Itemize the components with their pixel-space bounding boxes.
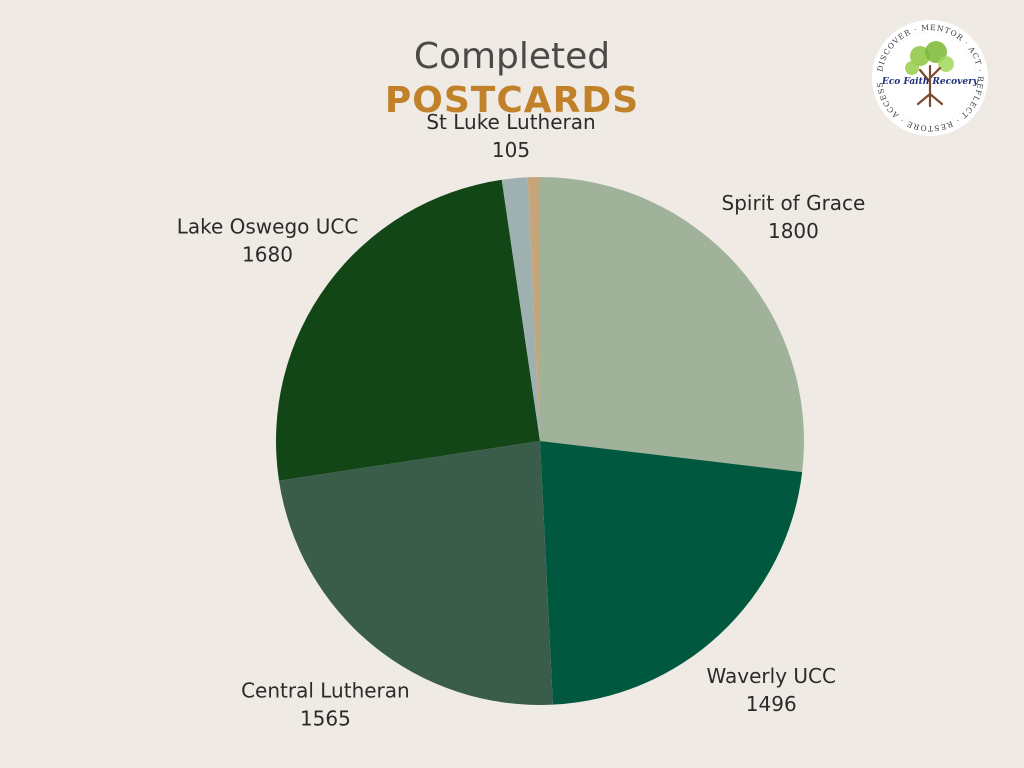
pie-slice-lake-oswego-ucc (276, 179, 540, 481)
data-label-name-lake-oswego-ucc: Lake Oswego UCC (177, 214, 359, 238)
data-label-value-spirit-of-grace: 1800 (768, 219, 819, 243)
chart-title-line2: POSTCARDS (385, 80, 639, 121)
pie-slice-unlabeled-4 (501, 177, 540, 441)
data-label-value-lake-oswego-ucc: 1680 (242, 242, 293, 266)
pie-slice-spirit-of-grace (540, 177, 804, 473)
data-label-value-st-luke-lutheran: 105 (492, 138, 530, 162)
logo-name: Eco Faith Recovery (881, 77, 979, 87)
pie-chart (276, 177, 804, 705)
pie-data-labels: Spirit of Grace 1800 Waverly UCC 1496 Centra… (177, 110, 866, 730)
eco-faith-recovery-logo: DISCOVER · MENTOR · ACT · REFLECT · REST… (872, 20, 988, 136)
pie-slice-central-lutheran (279, 441, 553, 705)
tree-icon (905, 41, 954, 108)
pie-slice-st-luke-lutheran (527, 177, 540, 441)
data-label-name-central-lutheran: Central Lutheran (241, 678, 410, 702)
data-label-value-waverly-ucc: 1496 (746, 692, 797, 716)
data-label-name-st-luke-lutheran: St Luke Lutheran (426, 110, 595, 134)
pie-slice-waverly-ucc (540, 441, 803, 705)
chart-title-line1: Completed (414, 36, 610, 77)
data-label-name-waverly-ucc: Waverly UCC (707, 664, 836, 688)
data-label-value-central-lutheran: 1565 (300, 706, 351, 730)
data-label-name-spirit-of-grace: Spirit of Grace (722, 191, 866, 215)
logo-ring (883, 31, 977, 125)
